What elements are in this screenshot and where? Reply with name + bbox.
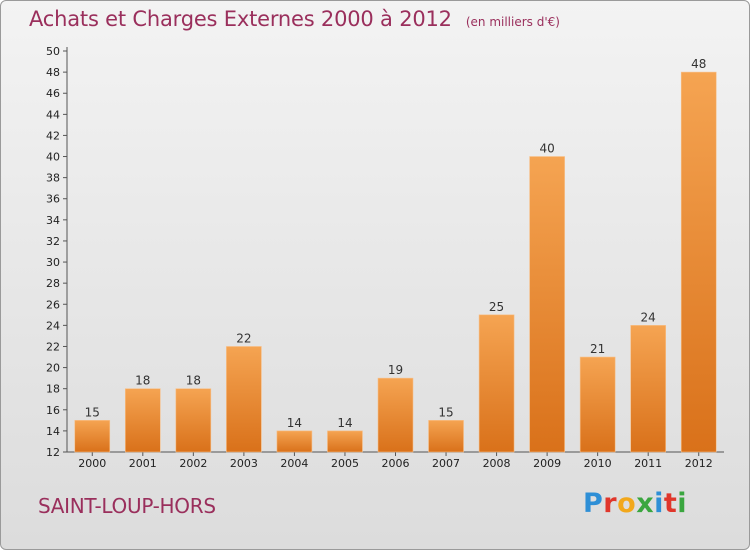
data-label-2012: 48 [691,57,706,71]
data-label-2007: 15 [438,405,453,419]
x-tick-label: 2000 [78,457,106,470]
title-row: Achats et Charges Externes 2000 à 2012 (e… [29,7,560,31]
bar-2004 [276,430,313,453]
bar-2002 [175,388,212,453]
y-tick-label: 12 [46,446,60,459]
x-axis: 2000 2001 2002 2003 2004 2005 2006 2007 2008 2009… [67,451,724,470]
x-tick-label: 2001 [129,457,157,470]
y-tick-label: 44 [46,108,60,121]
y-tick-label: 34 [46,214,60,227]
y-tick-label: 20 [46,362,60,375]
bar-2007 [428,420,464,453]
y-tick-label: 16 [46,404,60,417]
data-label-2006: 19 [388,363,403,377]
data-label-2008: 25 [489,300,504,314]
logo-letter: x [636,488,655,519]
x-tick-label: 2009 [533,457,561,470]
logo-letter: P [583,488,604,519]
y-tick-label: 38 [46,172,60,185]
data-labels-group: 15 18 18 22 14 14 19 15 25 40 21 24 48 [85,57,707,430]
x-tick-label: 2007 [432,457,460,470]
data-label-2011: 24 [641,310,656,324]
bar-2003 [226,346,262,453]
y-tick-label: 26 [46,298,60,311]
data-label-2001: 18 [135,374,150,388]
data-label-2002: 18 [186,374,201,388]
bar-2005 [327,430,363,453]
bar-2008 [478,314,515,453]
x-tick-label: 2010 [584,457,612,470]
y-tick-label: 30 [46,256,60,269]
logo-letter: i [677,488,688,519]
x-tick-label: 2011 [634,457,662,470]
data-label-2000: 15 [85,405,100,419]
y-tick-label: 24 [46,319,60,332]
y-tick-label: 18 [46,383,60,396]
bar-2001 [125,388,161,453]
y-tick-label: 14 [46,425,60,438]
x-tick-label: 2012 [685,457,713,470]
y-tick-label: 42 [46,129,60,142]
y-tick-label: 46 [46,87,60,100]
bar-2010 [579,356,616,453]
data-label-2009: 40 [539,142,554,156]
y-tick-label: 22 [46,340,60,353]
logo-letter: r [603,488,618,519]
data-label-2010: 21 [590,342,605,356]
y-tick-label: 28 [46,277,60,290]
logo-letter: t [663,488,678,519]
y-tick-label: 48 [46,66,60,79]
x-tick-label: 2004 [280,457,308,470]
bar-2000 [74,420,111,453]
proxiti-logo: Proxiti [583,488,687,519]
bar-2012 [680,71,717,453]
y-tick-label: 32 [46,235,60,248]
y-tick-label: 40 [46,151,60,164]
logo-letter: o [617,488,637,519]
x-tick-label: 2006 [382,457,410,470]
y-tick-label: 50 [46,45,60,58]
data-label-2004: 14 [287,416,302,430]
x-tick-label: 2002 [179,457,207,470]
x-tick-label: 2005 [331,457,359,470]
y-axis: 12 14 16 18 20 22 24 26 28 30 32 34 36 38 40 42 44 46 48 50 [46,45,68,459]
commune-name: SAINT-LOUP-HORS [38,494,216,518]
chart-subtitle: (en milliers d'€) [465,15,560,29]
y-tick-label: 36 [46,193,60,206]
bars-group [74,71,717,453]
x-tick-label: 2003 [230,457,258,470]
bar-2009 [529,156,565,453]
bar-2011 [630,325,666,453]
chart-title: Achats et Charges Externes 2000 à 2012 [29,7,452,31]
x-tick-label: 2008 [483,457,511,470]
data-label-2005: 14 [337,416,352,430]
logo-letter: i [654,488,664,519]
bar-2006 [377,377,414,453]
data-label-2003: 22 [236,331,251,345]
